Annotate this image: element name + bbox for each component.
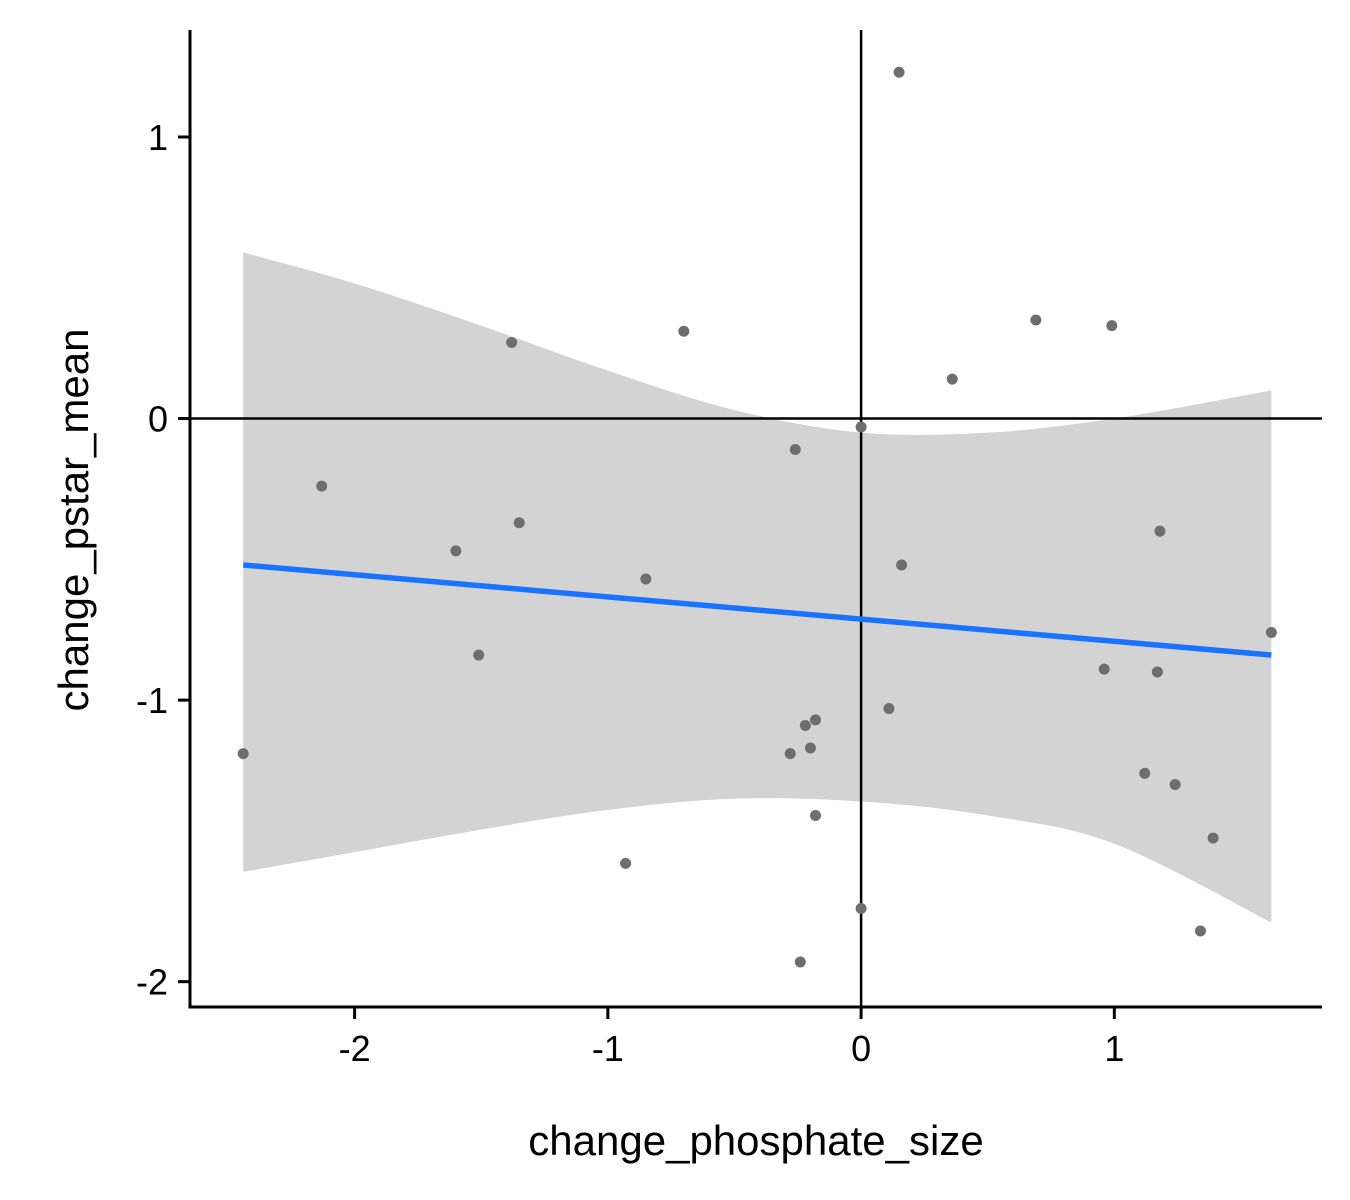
data-point-28 (1207, 832, 1219, 844)
y-axis-title: change_pstar_mean (50, 329, 97, 712)
data-point-17 (1098, 663, 1110, 675)
data-point-11 (450, 545, 462, 557)
data-point-7 (855, 421, 867, 433)
data-point-22 (784, 748, 796, 760)
reference-lines-layer (190, 30, 1322, 1007)
data-point-32 (794, 956, 806, 968)
data-point-6 (946, 373, 958, 385)
data-point-27 (810, 810, 822, 822)
axes-layer (188, 30, 1322, 1009)
data-point-20 (799, 719, 811, 731)
y-tick-label: 1 (148, 117, 168, 158)
data-point-31 (1194, 925, 1206, 937)
data-point-29 (620, 857, 632, 869)
data-point-18 (1151, 666, 1163, 678)
data-point-2 (506, 337, 518, 349)
confidence-band (243, 252, 1272, 923)
data-point-24 (237, 748, 249, 760)
data-point-10 (513, 517, 525, 529)
confidence-band-layer (243, 252, 1272, 923)
data-point-8 (789, 444, 801, 456)
data-point-26 (1169, 779, 1181, 791)
data-point-5 (1106, 320, 1118, 332)
y-tick-label: 0 (148, 399, 168, 440)
ticks-layer: -2 -1 0 1 -2 -1 0 1 (136, 117, 1124, 1069)
data-point-23 (804, 742, 816, 754)
data-point-1 (893, 66, 905, 78)
x-axis-title: change_phosphate_size (528, 1117, 983, 1164)
x-tick-label: 1 (1104, 1028, 1124, 1069)
data-point-15 (1265, 627, 1277, 639)
y-tick-label: -2 (136, 962, 168, 1003)
data-point-16 (473, 649, 485, 661)
fit-line-layer (242, 562, 1272, 658)
points-layer (237, 66, 1277, 968)
data-point-14 (1154, 525, 1166, 537)
data-point-21 (810, 714, 822, 726)
data-point-19 (883, 703, 895, 715)
y-tick-label: -1 (136, 680, 168, 721)
x-tick-label: -1 (592, 1028, 624, 1069)
x-tick-label: 0 (851, 1028, 871, 1069)
data-point-3 (678, 325, 690, 337)
x-tick-label: -2 (339, 1028, 371, 1069)
data-point-13 (896, 559, 908, 571)
data-point-25 (1139, 767, 1151, 779)
regression-fit-line (242, 562, 1272, 658)
data-point-12 (640, 573, 652, 585)
data-point-4 (1030, 314, 1042, 326)
data-point-30 (855, 902, 867, 914)
data-point-9 (316, 480, 328, 492)
